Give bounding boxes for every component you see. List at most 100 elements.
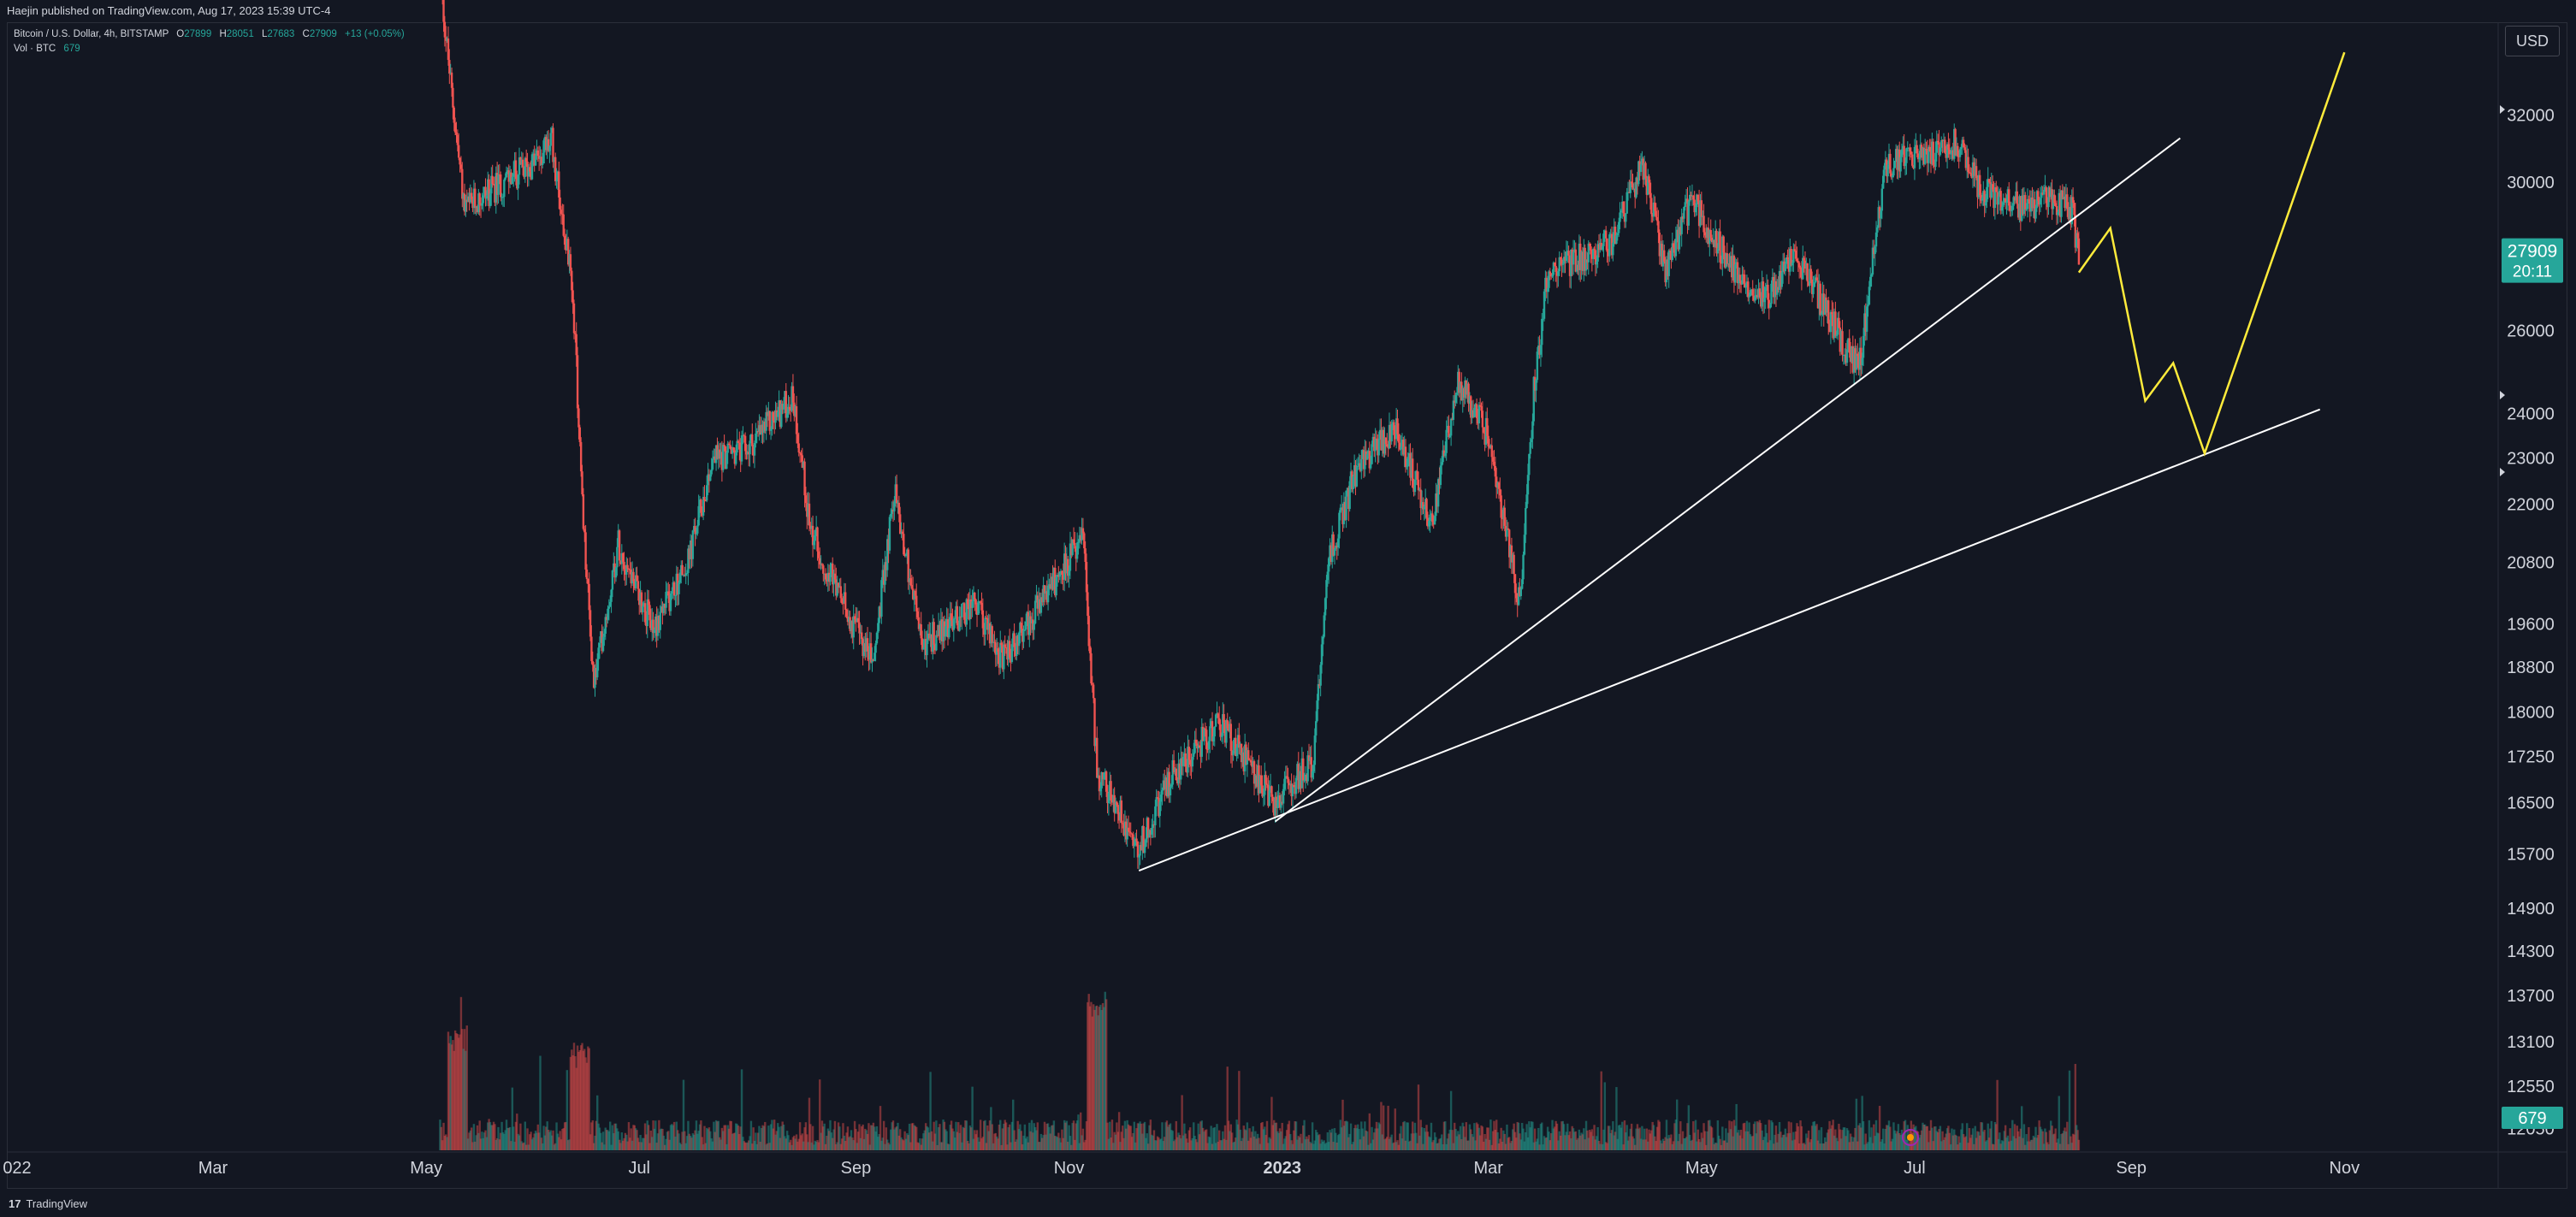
volume-bar bbox=[911, 1123, 915, 1150]
volume-bar bbox=[1411, 1121, 1414, 1150]
volume-bar bbox=[2045, 1131, 2047, 1150]
volume-bar bbox=[492, 1121, 495, 1150]
volume-bar bbox=[1728, 1120, 1731, 1150]
candle bbox=[1855, 346, 1858, 375]
volume-bar bbox=[1454, 1122, 1456, 1150]
candle bbox=[732, 446, 735, 453]
candle bbox=[1884, 151, 1887, 170]
volume-bar bbox=[785, 1138, 787, 1150]
volume-bar bbox=[1609, 1132, 1612, 1150]
candle bbox=[1732, 245, 1734, 281]
volume-bar bbox=[1649, 1133, 1652, 1150]
event-marker-icon[interactable] bbox=[1902, 1129, 1919, 1146]
volume-bar bbox=[471, 1142, 474, 1150]
candle bbox=[671, 587, 673, 600]
volume-bar bbox=[1838, 1124, 1840, 1150]
volume-bar bbox=[1559, 1135, 1562, 1150]
volume-bar bbox=[1732, 1120, 1736, 1150]
volume-bar bbox=[2022, 1137, 2024, 1150]
volume-bar bbox=[716, 1121, 719, 1150]
volume-bar bbox=[891, 1122, 893, 1150]
volume-bar bbox=[1083, 1142, 1086, 1150]
volume-bar bbox=[1020, 1131, 1022, 1150]
volume-bar bbox=[1533, 1128, 1537, 1150]
volume-bar bbox=[2047, 1143, 2050, 1150]
candle bbox=[1475, 398, 1478, 425]
candle bbox=[1068, 565, 1070, 588]
volume-bar bbox=[924, 1123, 927, 1150]
volume-bar bbox=[1077, 1114, 1080, 1150]
volume-bar bbox=[1978, 1135, 1981, 1150]
volume-bar bbox=[725, 1143, 728, 1150]
projection-line[interactable] bbox=[2077, 51, 2346, 457]
candle bbox=[1622, 201, 1625, 217]
candle bbox=[724, 446, 727, 470]
candle bbox=[2071, 187, 2075, 209]
volume-bar bbox=[1451, 1130, 1454, 1150]
price-tick-label: 24000 bbox=[2507, 405, 2555, 424]
candle bbox=[1313, 728, 1317, 773]
volume-bar bbox=[1255, 1138, 1258, 1150]
candle bbox=[1743, 269, 1746, 288]
volume-bar bbox=[550, 1135, 554, 1150]
volume-bar bbox=[1218, 1130, 1221, 1150]
volume-bar bbox=[1894, 1133, 1898, 1150]
symbol-name[interactable]: Bitcoin / U.S. Dollar, 4h, BITSTAMP bbox=[14, 29, 169, 39]
chart-frame[interactable] bbox=[7, 22, 2567, 1189]
candle bbox=[839, 577, 842, 603]
candle bbox=[1725, 252, 1727, 269]
candle bbox=[662, 603, 666, 616]
volume-bar bbox=[933, 1121, 935, 1150]
volume-bar bbox=[1625, 1132, 1627, 1150]
candle bbox=[1209, 718, 1211, 753]
volume-bar bbox=[1546, 1126, 1549, 1150]
volume-bar bbox=[1230, 1132, 1234, 1150]
volume-bar bbox=[439, 1120, 441, 1150]
candle bbox=[540, 149, 543, 174]
volume-bar bbox=[1033, 1126, 1037, 1150]
candle bbox=[600, 630, 602, 643]
volume-bar bbox=[601, 1142, 603, 1150]
trendline-lower-support[interactable] bbox=[1138, 408, 2321, 871]
candle bbox=[1164, 769, 1166, 802]
candle bbox=[1258, 754, 1260, 803]
candle bbox=[1128, 822, 1131, 837]
volume-bar bbox=[2022, 1124, 2026, 1150]
volume-bar bbox=[984, 1120, 986, 1150]
candle bbox=[1393, 419, 1395, 447]
candle bbox=[1683, 206, 1685, 225]
volume-bar bbox=[1655, 1126, 1659, 1150]
candle bbox=[1212, 727, 1215, 746]
volume-bar bbox=[1420, 1127, 1424, 1150]
volume-label[interactable]: Vol · BTC bbox=[14, 44, 56, 54]
candle bbox=[1928, 139, 1931, 152]
candle bbox=[565, 233, 567, 254]
volume-bar bbox=[1663, 1140, 1666, 1150]
volume-bar bbox=[850, 1130, 853, 1150]
volume-bar bbox=[1324, 1143, 1327, 1150]
candle bbox=[1282, 783, 1285, 816]
candle bbox=[1651, 213, 1654, 223]
candle bbox=[1342, 492, 1346, 529]
candle bbox=[1191, 749, 1194, 772]
candle bbox=[1655, 207, 1659, 226]
volume-bar bbox=[1068, 1125, 1070, 1150]
volume-bar bbox=[1677, 1141, 1679, 1150]
candle bbox=[1744, 283, 1747, 294]
currency-button[interactable]: USD bbox=[2505, 26, 2560, 56]
candle bbox=[1856, 343, 1859, 369]
volume-bar bbox=[1416, 1143, 1418, 1150]
candle bbox=[1780, 260, 1783, 290]
candle bbox=[1454, 393, 1457, 407]
volume-bar bbox=[732, 1132, 735, 1150]
volume-bar bbox=[1374, 1128, 1377, 1150]
trendline-upper-support[interactable] bbox=[1274, 137, 2181, 823]
volume-bar bbox=[1438, 1138, 1441, 1150]
volume-bar bbox=[589, 1134, 592, 1150]
candle bbox=[2046, 197, 2049, 218]
candle bbox=[547, 130, 550, 153]
volume-bar bbox=[1654, 1136, 1656, 1150]
volume-bar bbox=[1010, 1142, 1012, 1150]
volume-bar bbox=[1945, 1128, 1949, 1150]
